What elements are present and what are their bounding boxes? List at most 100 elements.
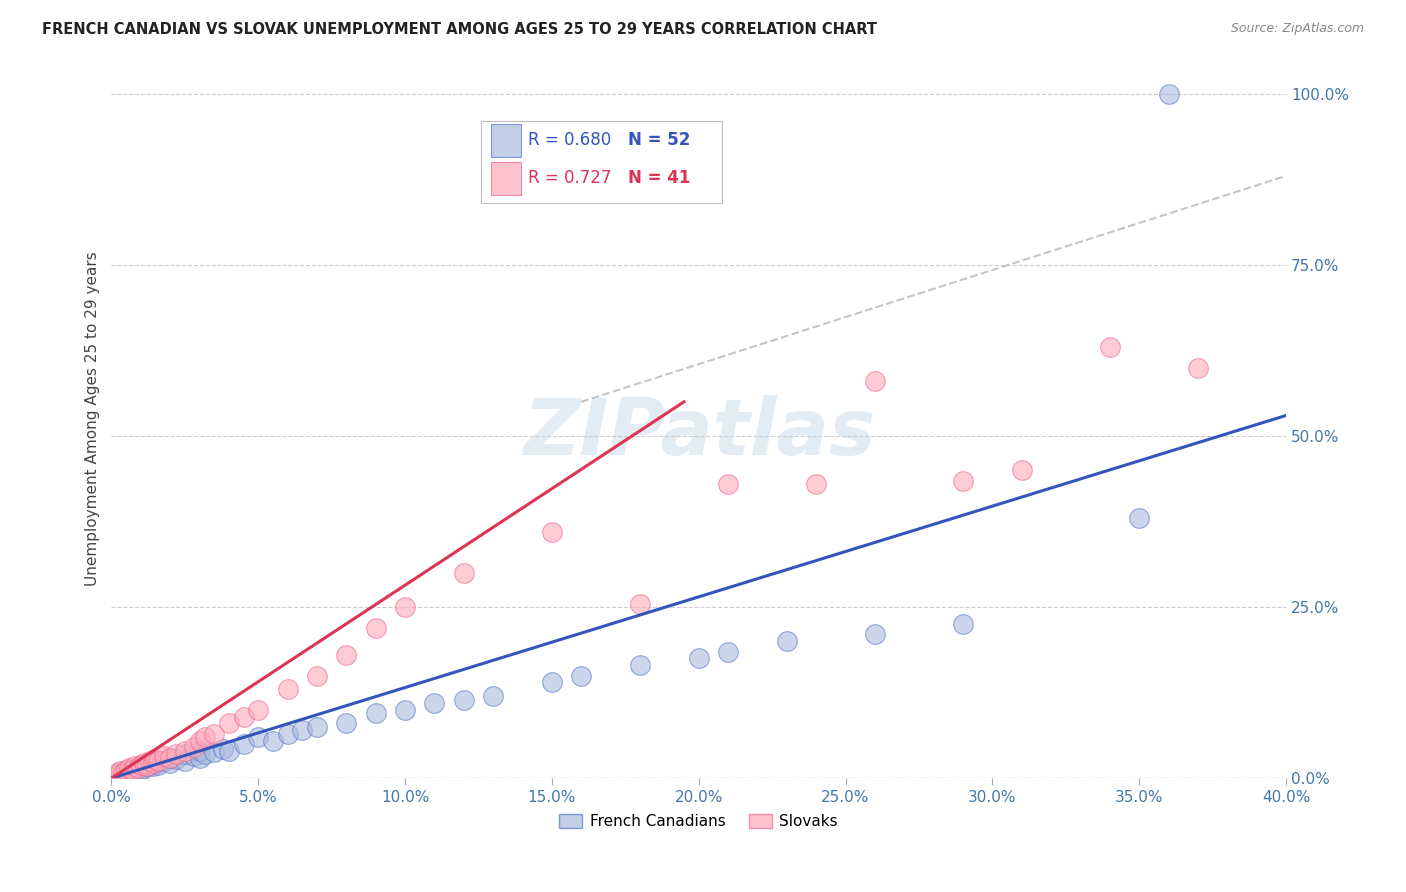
Y-axis label: Unemployment Among Ages 25 to 29 years: Unemployment Among Ages 25 to 29 years <box>86 252 100 586</box>
Point <box>110 765 132 780</box>
Point <box>112 768 135 782</box>
Point <box>124 764 146 779</box>
Point <box>291 723 314 738</box>
FancyBboxPatch shape <box>481 120 723 203</box>
Point <box>394 703 416 717</box>
Point <box>127 761 149 775</box>
Point <box>159 750 181 764</box>
Point <box>541 524 564 539</box>
Point <box>628 658 651 673</box>
Point <box>277 727 299 741</box>
Point <box>145 756 167 771</box>
Point <box>135 759 157 773</box>
Point <box>118 765 141 780</box>
Point <box>138 754 160 768</box>
Point <box>132 761 155 775</box>
Point <box>159 750 181 764</box>
Point <box>423 696 446 710</box>
Point <box>1128 511 1150 525</box>
Point <box>105 768 128 782</box>
Point <box>569 668 592 682</box>
Point <box>110 764 132 779</box>
Point <box>717 477 740 491</box>
Point <box>1157 87 1180 101</box>
Point <box>305 720 328 734</box>
Point <box>173 744 195 758</box>
Point <box>112 765 135 780</box>
Point <box>202 727 225 741</box>
Point <box>141 756 163 771</box>
Point <box>628 597 651 611</box>
Point <box>121 763 143 777</box>
Point <box>194 730 217 744</box>
Point <box>232 709 254 723</box>
Point <box>335 716 357 731</box>
Point <box>121 763 143 777</box>
Point <box>247 703 270 717</box>
Point <box>863 627 886 641</box>
Point <box>127 761 149 775</box>
Point <box>247 730 270 744</box>
Point <box>153 754 176 768</box>
Point <box>212 742 235 756</box>
Point <box>165 752 187 766</box>
Point <box>262 733 284 747</box>
FancyBboxPatch shape <box>491 124 522 157</box>
Point <box>148 757 170 772</box>
Point <box>1098 340 1121 354</box>
Point <box>188 750 211 764</box>
Point <box>132 756 155 771</box>
Text: ZIPatlas: ZIPatlas <box>523 395 875 471</box>
Text: FRENCH CANADIAN VS SLOVAK UNEMPLOYMENT AMONG AGES 25 TO 29 YEARS CORRELATION CHA: FRENCH CANADIAN VS SLOVAK UNEMPLOYMENT A… <box>42 22 877 37</box>
Point <box>804 477 827 491</box>
Point <box>541 675 564 690</box>
Point <box>1011 463 1033 477</box>
Text: R = 0.727: R = 0.727 <box>529 169 612 187</box>
Point <box>124 759 146 773</box>
FancyBboxPatch shape <box>491 161 522 194</box>
Point <box>129 763 152 777</box>
Point <box>115 763 138 777</box>
Point <box>118 761 141 775</box>
Point <box>145 754 167 768</box>
Point <box>173 754 195 768</box>
Point <box>188 733 211 747</box>
Point <box>952 474 974 488</box>
Point <box>688 651 710 665</box>
Point <box>453 566 475 580</box>
Point <box>183 749 205 764</box>
Point <box>394 600 416 615</box>
Point <box>364 706 387 721</box>
Point <box>159 756 181 771</box>
Point <box>165 747 187 762</box>
Point <box>115 764 138 779</box>
Point <box>305 668 328 682</box>
Point <box>153 749 176 764</box>
Point <box>138 757 160 772</box>
Point <box>135 759 157 773</box>
Point <box>105 765 128 780</box>
Point <box>364 621 387 635</box>
Point <box>188 744 211 758</box>
Point <box>194 747 217 762</box>
Point <box>145 752 167 766</box>
Point <box>482 689 505 703</box>
Point <box>952 617 974 632</box>
Point <box>1187 360 1209 375</box>
Text: N = 52: N = 52 <box>628 131 690 149</box>
Text: N = 41: N = 41 <box>628 169 690 187</box>
Point <box>129 759 152 773</box>
Point <box>776 634 799 648</box>
Point <box>141 759 163 773</box>
Point <box>863 374 886 388</box>
Point <box>202 745 225 759</box>
Legend: French Canadians, Slovaks: French Canadians, Slovaks <box>554 808 844 835</box>
Text: R = 0.680: R = 0.680 <box>529 131 612 149</box>
Point <box>148 754 170 768</box>
Point <box>218 744 240 758</box>
Point <box>129 757 152 772</box>
Point <box>453 692 475 706</box>
Point <box>232 737 254 751</box>
Point <box>335 648 357 662</box>
Point <box>173 747 195 762</box>
